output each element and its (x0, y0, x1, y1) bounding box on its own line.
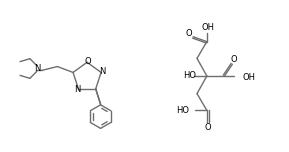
Text: OH: OH (242, 73, 255, 83)
Text: O: O (186, 29, 192, 38)
Text: OH: OH (201, 23, 214, 32)
Text: O: O (205, 123, 211, 131)
Text: O: O (230, 55, 237, 64)
Text: HO: HO (183, 71, 196, 81)
Text: N: N (34, 64, 41, 73)
Text: N: N (99, 67, 105, 76)
Text: HO: HO (176, 106, 189, 115)
Text: O: O (84, 57, 91, 66)
Text: N: N (74, 85, 81, 94)
